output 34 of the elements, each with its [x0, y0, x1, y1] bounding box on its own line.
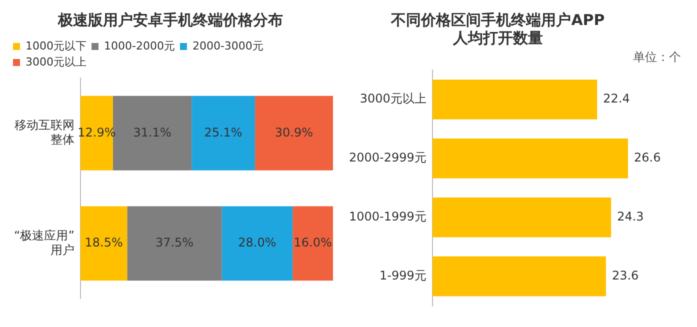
y-tick-label: 2000-2999元: [348, 150, 426, 165]
bar: [432, 138, 628, 178]
bar: [192, 96, 255, 170]
bar: [222, 206, 293, 281]
data-label: 18.5%: [84, 236, 123, 250]
bar: [432, 256, 606, 296]
data-label: 25.1%: [204, 125, 242, 140]
data-label: 31.1%: [133, 125, 172, 140]
bar: [80, 206, 128, 281]
bar: [254, 96, 333, 170]
bar: [127, 206, 222, 281]
y-tick-label: 移动互联网整体: [14, 118, 74, 146]
bar: [432, 197, 612, 238]
data-label: 30.9%: [274, 125, 314, 140]
legend-label: 1000元以下: [26, 39, 86, 52]
legend-label: 3000元以上: [26, 55, 86, 68]
text: 单位：个: [633, 50, 681, 64]
data-label: 28.0%: [238, 236, 276, 250]
data-label: 37.5%: [155, 236, 194, 250]
chart-title: 极速版用户安卓手机终端价格分布: [57, 10, 283, 29]
y-tick-label: 1-999元: [380, 268, 426, 282]
legend-label: 1000-2000元: [104, 39, 175, 52]
bar: [292, 206, 333, 281]
y-tick-label: 3000元以上: [360, 92, 426, 106]
data-label: 22.4: [603, 92, 630, 106]
chart-title: 不同价格区间手机终端用户APP 人均打开数量: [390, 10, 605, 47]
y-tick-label: 1000-1999元: [348, 210, 426, 224]
y-tick-label: “极速应用”用户: [14, 228, 74, 257]
legend-label: 2000-3000元: [192, 39, 264, 52]
data-label: 26.6: [634, 150, 661, 165]
data-label: 23.6: [612, 268, 639, 282]
data-label: 24.3: [617, 210, 644, 224]
bar: [432, 80, 598, 120]
data-label: 16.0%: [294, 236, 332, 250]
